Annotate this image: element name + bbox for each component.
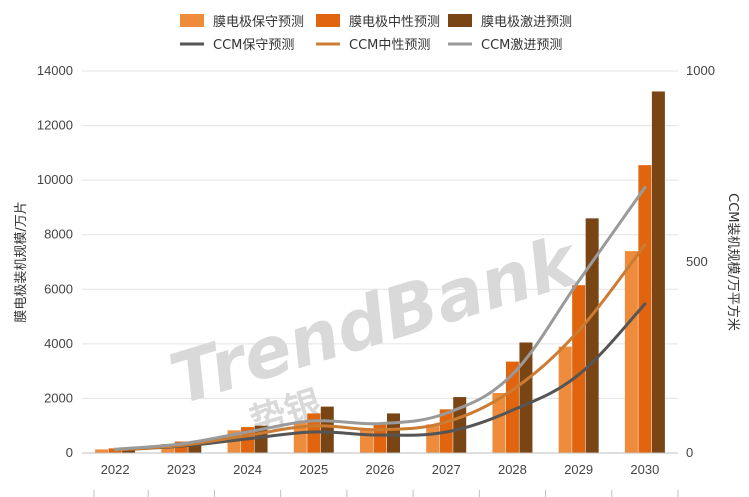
y-tick-label: 8000 bbox=[44, 227, 73, 242]
y-axis-title: 膜电极装机规模/万片 bbox=[14, 201, 29, 322]
y-tick-label: 14000 bbox=[37, 63, 73, 78]
y-tick-label: 2000 bbox=[44, 390, 73, 405]
legend: 膜电极保守预测 膜电极中性预测 膜电极激进预测 CCM保守预测 CCM中性预测 CCM激进… bbox=[180, 14, 572, 53]
y2-tick-label: 500 bbox=[686, 254, 708, 269]
bar bbox=[387, 413, 400, 453]
grid-lines bbox=[82, 70, 678, 399]
x-tick-label: 2030 bbox=[630, 462, 659, 477]
legend-label: 膜电极保守预测 bbox=[213, 15, 304, 30]
x-tick-label: 2023 bbox=[167, 462, 196, 477]
bar bbox=[188, 441, 202, 453]
bar bbox=[360, 428, 373, 453]
bar bbox=[426, 424, 440, 453]
y2-tick-label: 1000 bbox=[686, 63, 715, 78]
y2-axis-title: CCM装机规模/万平方米 bbox=[725, 193, 741, 331]
y-tick-label: 0 bbox=[66, 445, 73, 460]
y-tick-label: 6000 bbox=[44, 281, 73, 296]
bar bbox=[293, 421, 307, 453]
y-tick-label: 4000 bbox=[44, 336, 73, 351]
x-tick-label: 2024 bbox=[233, 462, 262, 477]
legend-label: 膜电极激进预测 bbox=[481, 15, 572, 30]
series-line bbox=[113, 243, 647, 452]
legend-label: CCM中性预测 bbox=[349, 38, 430, 53]
legend-swatch bbox=[316, 14, 340, 27]
bar bbox=[638, 165, 652, 453]
legend-swatch bbox=[448, 14, 472, 27]
y-tick-label: 12000 bbox=[37, 118, 73, 133]
bar bbox=[624, 251, 638, 453]
bar bbox=[585, 218, 599, 453]
x-tick-label: 2025 bbox=[299, 462, 328, 477]
legend-label: CCM保守预测 bbox=[213, 38, 294, 53]
y2-tick-label: 0 bbox=[686, 445, 693, 460]
x-tick-label: 2026 bbox=[366, 462, 395, 477]
bar bbox=[519, 342, 533, 453]
bar bbox=[492, 392, 506, 453]
axes: 0 2000 4000 6000 8000 10000 12000 14000 0 500 1000… bbox=[37, 63, 715, 497]
x-tick-label: 2022 bbox=[101, 462, 130, 477]
legend-swatch bbox=[180, 14, 204, 27]
x-tick-label: 2028 bbox=[498, 462, 527, 477]
x-tick-label: 2029 bbox=[564, 462, 593, 477]
legend-label: 膜电极中性预测 bbox=[349, 15, 440, 30]
bar bbox=[95, 449, 109, 453]
x-tick-label: 2027 bbox=[432, 462, 461, 477]
bar bbox=[558, 346, 572, 453]
bar bbox=[651, 91, 665, 453]
bar bbox=[453, 397, 467, 453]
series-line bbox=[113, 186, 647, 451]
bar bbox=[505, 361, 519, 453]
legend-label: CCM激进预测 bbox=[481, 38, 562, 53]
y-tick-label: 10000 bbox=[37, 172, 73, 187]
bar bbox=[320, 406, 334, 453]
line-series bbox=[113, 186, 647, 452]
bar bbox=[373, 424, 387, 453]
